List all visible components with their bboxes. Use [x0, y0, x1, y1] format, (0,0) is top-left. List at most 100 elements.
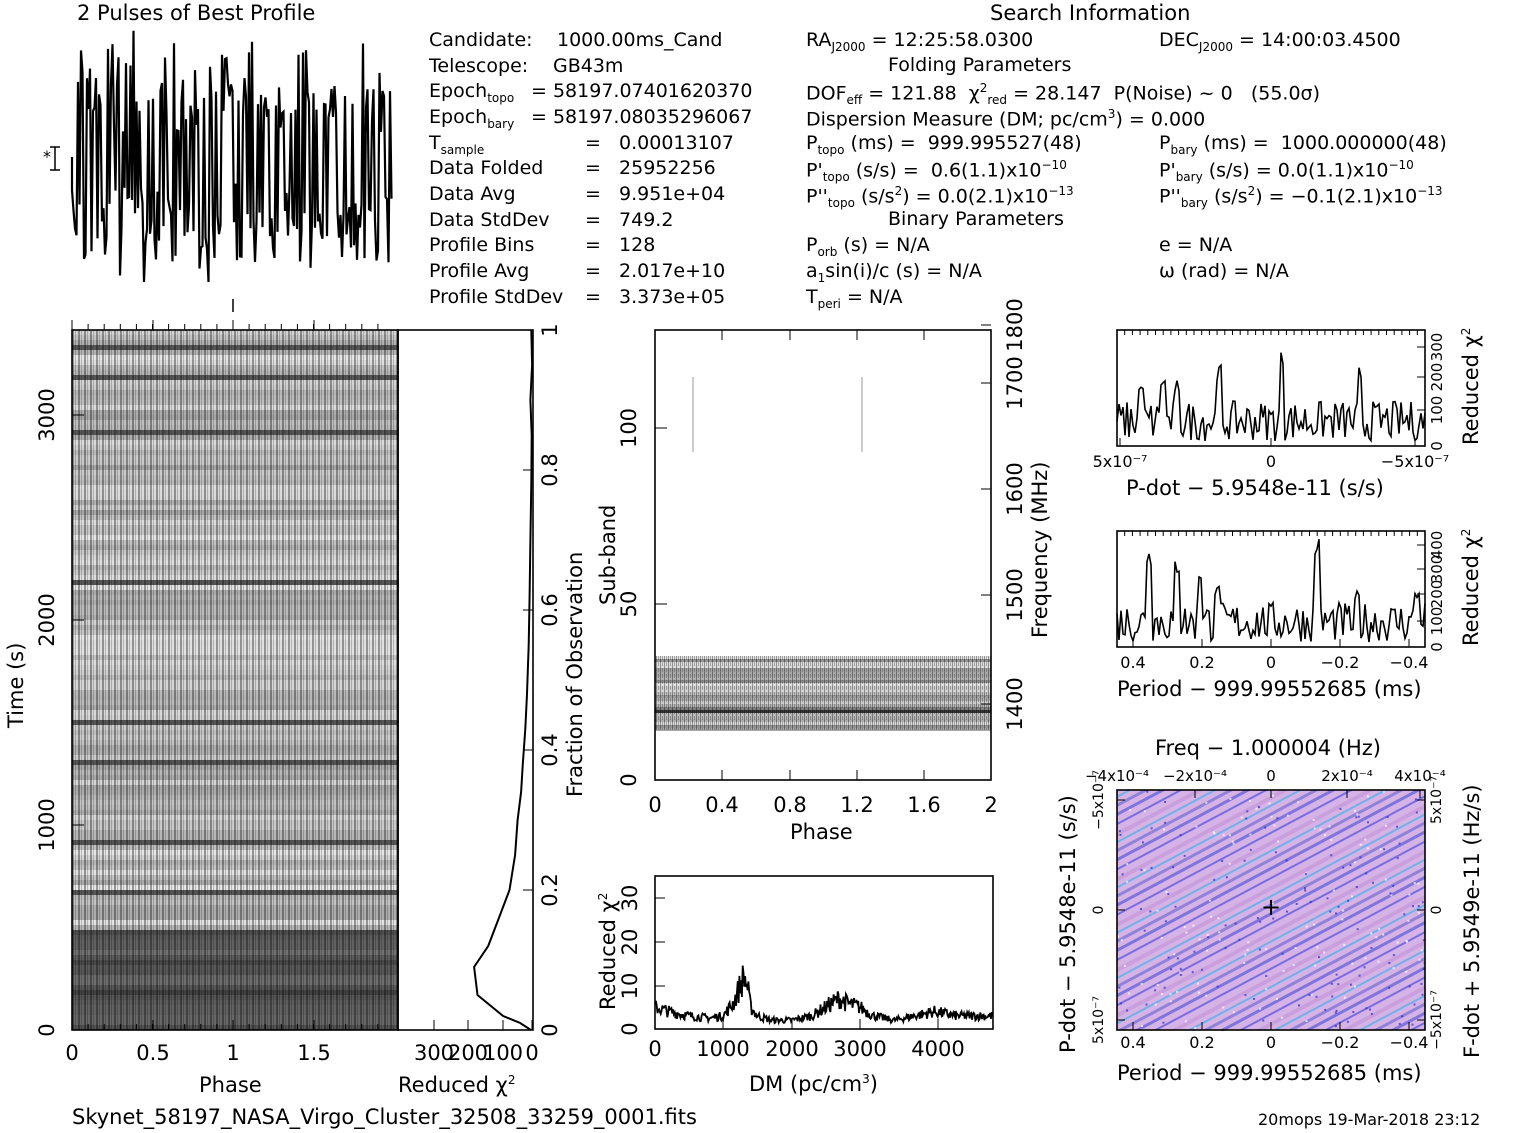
noise-dot: [1418, 958, 1421, 961]
noise-dot: [1421, 901, 1424, 904]
dec-line: DECJ2000 = 14:00:03.4500: [1159, 29, 1401, 54]
noise-dot: [1249, 848, 1252, 851]
noise-dot: [1392, 885, 1395, 887]
x-tick-label: 200: [448, 1041, 488, 1065]
noise-dot: [1179, 967, 1182, 970]
noise-dot: [1324, 834, 1326, 837]
noise-dot: [1163, 986, 1166, 989]
noise-dot: [1367, 821, 1369, 824]
x-tick-label: 0: [1266, 1033, 1276, 1052]
noise-dot: [1270, 815, 1273, 818]
y-tick-label: 0.4: [538, 733, 562, 766]
noise-dot: [1173, 953, 1176, 956]
noise-dot: [1216, 985, 1219, 988]
subband-ylabel: Sub-band: [596, 504, 620, 605]
noise-dot: [1294, 947, 1297, 949]
noise-dot: [1121, 873, 1124, 876]
subband-phase-plot: 0 0.4 0.8 1.2 1.6 2 0 50 100 1400 1500 1600 1700 1800: [617, 298, 1027, 817]
noise-dot: [1305, 925, 1308, 928]
y-tick-label: 100: [617, 408, 641, 448]
noise-dot: [1201, 968, 1203, 971]
noise-dot: [1167, 893, 1170, 895]
noise-dot: [1140, 908, 1142, 910]
noise-dot: [1378, 928, 1381, 931]
info-value: = 749.2: [585, 209, 674, 231]
y-tick-label: 1500: [1003, 568, 1027, 621]
noise-dot: [1149, 910, 1152, 913]
y-tick-label: 300: [1428, 333, 1446, 362]
noise-dot: [1408, 893, 1411, 896]
noise-dot: [1343, 943, 1346, 946]
noise-dot: [1143, 810, 1146, 813]
noise-dot: [1145, 1003, 1148, 1006]
noise-dot: [1228, 862, 1231, 865]
noise-dot: [1420, 949, 1423, 952]
ppdot-xlabel: Period − 999.99552685 (ms): [1117, 1061, 1422, 1085]
noise-dot: [1357, 815, 1360, 818]
noise-dot: [1240, 816, 1243, 819]
pdtopo-line: P'topo (s/s) = 0.6(1.1)x10−10: [806, 158, 1067, 185]
noise-dot: [1413, 1003, 1416, 1006]
noise-dot: [1342, 866, 1345, 869]
noise-dot: [1256, 917, 1259, 920]
x-tick-label: 0: [1266, 653, 1276, 672]
noise-dot: [1238, 938, 1241, 941]
plot-frame: [654, 875, 994, 1030]
info-value: = 0.00013107: [585, 132, 734, 154]
noise-dot: [1382, 790, 1385, 793]
profile-title: 2 Pulses of Best Profile: [77, 1, 316, 25]
noise-dot: [1170, 968, 1173, 971]
x-tick-label: 2x10⁻⁴: [1321, 767, 1372, 785]
best-profile-plot: *: [43, 30, 393, 312]
noise-dot: [1352, 1011, 1355, 1013]
noise-dot: [1167, 956, 1170, 959]
noise-dot: [1160, 993, 1163, 995]
info-label: Data StdDev: [429, 209, 550, 231]
noise-dot: [1169, 1000, 1172, 1003]
y-tick-label: 1000: [35, 798, 59, 851]
noise-dot: [1358, 974, 1361, 977]
noise-dot: [1405, 970, 1408, 973]
fraction-ylabel: Fraction of Observation: [563, 551, 587, 797]
y-tick-label: 10: [618, 973, 642, 1000]
y-tick-label: 0: [617, 773, 641, 786]
y-tick-label: 2000: [35, 593, 59, 646]
time-phase-plot: 0 0.5 1 1.5 0 1000 2000 3000: [35, 320, 399, 1065]
noise-dot: [1335, 973, 1338, 976]
noise-dot: [1163, 828, 1165, 831]
noise-dot: [1355, 816, 1358, 819]
noise-dot: [1314, 964, 1317, 967]
search-info-title: Search Information: [990, 1, 1191, 25]
noise-dot: [1343, 996, 1346, 999]
noise-dot: [1359, 843, 1362, 846]
noise-dot: [1232, 842, 1235, 845]
noise-dot: [1258, 948, 1261, 951]
y-tick-label: 400: [1428, 531, 1446, 560]
fdot-ylabel: F-dot + 5.9549e-11 (Hz/s): [1460, 784, 1484, 1058]
noise-dot: [1164, 801, 1166, 803]
noise-dot: [1205, 801, 1208, 804]
x-tick-label: 100: [483, 1041, 523, 1065]
noise-dot: [1118, 986, 1121, 989]
info-row: Epochbary = 58197.08035296067: [429, 106, 753, 131]
dm-line: Dispersion Measure (DM; pc/cm3) = 0.000: [806, 107, 1206, 131]
pdbary-line: P'bary (s/s) = 0.0(1.1)x10−10: [1159, 158, 1414, 185]
noise-dot: [1420, 982, 1423, 985]
noise-dot: [1330, 982, 1333, 985]
noise-dot: [1401, 1015, 1404, 1018]
info-label: Data Avg: [429, 183, 516, 205]
noise-dot: [1413, 882, 1416, 885]
info-value: = 58197.07401620370: [531, 80, 753, 102]
noise-dot: [1264, 826, 1267, 829]
noise-dot: [1398, 842, 1401, 845]
noise-dot: [1346, 1020, 1349, 1023]
y-tick-label: 30: [618, 885, 642, 912]
noise-dot: [1366, 847, 1369, 850]
noise-dot: [1351, 895, 1353, 898]
noise-dot: [1249, 833, 1252, 836]
noise-dot: [1169, 993, 1172, 996]
p-pdot-plane-plot: +0.4 0.2 0 −0.2 −0.4 −4x10⁻⁴ −2x10⁻⁴ 0 2x10⁻⁴ 4x1…: [1085, 767, 1446, 1052]
noise-dot: [1243, 859, 1246, 862]
noise-dot: [1246, 810, 1249, 813]
tperi-line: Tperi = N/A: [806, 286, 903, 311]
